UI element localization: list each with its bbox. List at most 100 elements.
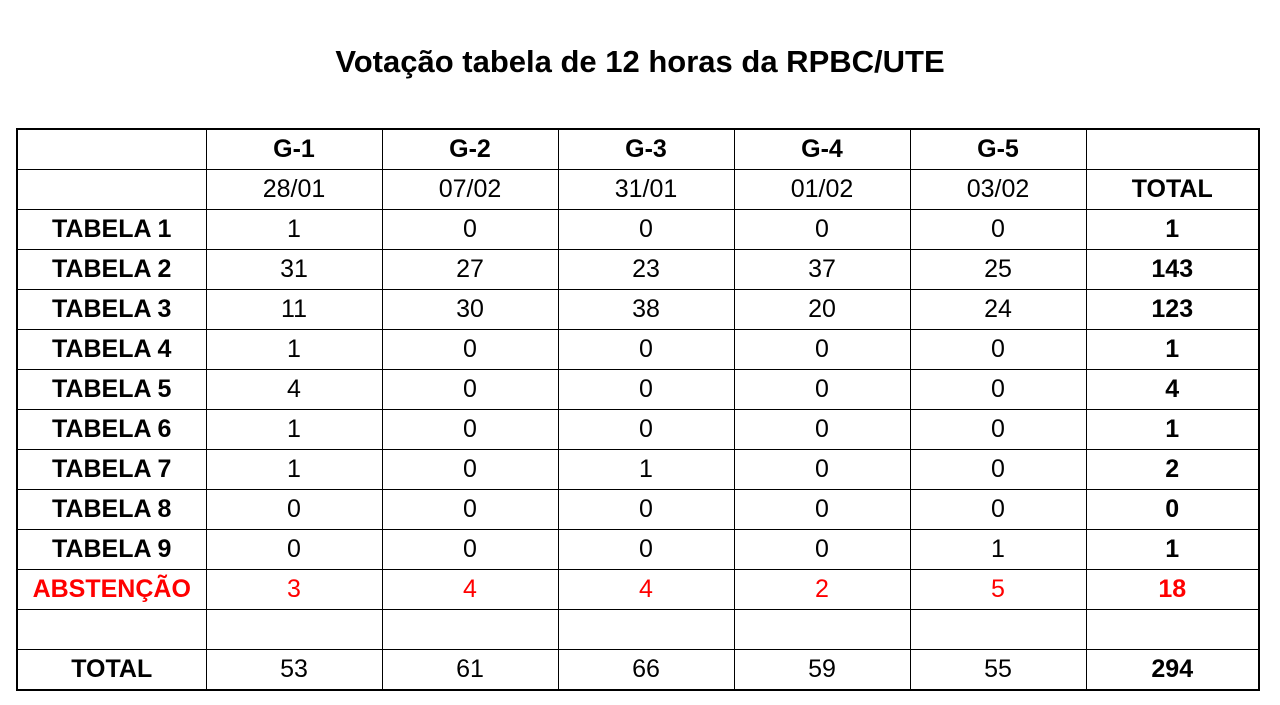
vote-cell: 66 [557, 649, 735, 691]
vote-cell: 31 [205, 249, 383, 290]
vote-cell: 0 [381, 449, 559, 490]
vote-cell: 2 [733, 569, 911, 610]
date-header-g2: 07/02 [381, 169, 559, 210]
vote-cell [381, 609, 559, 650]
date-header-g1: 28/01 [205, 169, 383, 210]
row-total-cell: 2 [1085, 449, 1260, 490]
date-header-g3: 31/01 [557, 169, 735, 210]
vote-cell: 0 [909, 329, 1087, 370]
table-row: TABELA 3 11 30 38 20 24 123 [16, 289, 1260, 330]
row-label: TABELA 8 [16, 489, 207, 530]
vote-cell: 0 [557, 369, 735, 410]
group-header-g2: G-2 [381, 128, 559, 170]
row-label: TABELA 2 [16, 249, 207, 290]
table-header: G-1 G-2 G-3 G-4 G-5 28/01 07/02 31/01 01… [16, 128, 1260, 210]
vote-cell: 23 [557, 249, 735, 290]
vote-cell: 24 [909, 289, 1087, 330]
date-header-row: 28/01 07/02 31/01 01/02 03/02 TOTAL [16, 169, 1260, 210]
row-label: TABELA 4 [16, 329, 207, 370]
vote-cell: 30 [381, 289, 559, 330]
vote-cell: 0 [557, 409, 735, 450]
table-body: TABELA 1 1 0 0 0 0 1 TABELA 2 31 27 23 37 25 143 TABEL… [16, 209, 1260, 691]
group-header-g4: G-4 [733, 128, 911, 170]
vote-cell: 0 [909, 369, 1087, 410]
vote-cell: 55 [909, 649, 1087, 691]
row-total-cell [1085, 609, 1260, 650]
vote-cell [909, 609, 1087, 650]
vote-cell: 0 [557, 529, 735, 570]
vote-cell [733, 609, 911, 650]
vote-cell: 0 [909, 449, 1087, 490]
vote-cell: 4 [205, 369, 383, 410]
group-header-empty [1085, 128, 1260, 170]
row-label: TOTAL [16, 649, 207, 691]
corner-cell [16, 128, 207, 170]
vote-cell: 1 [205, 409, 383, 450]
vote-cell: 0 [557, 329, 735, 370]
corner-cell [16, 169, 207, 210]
vote-cell [205, 609, 383, 650]
vote-cell: 0 [381, 369, 559, 410]
vote-cell: 0 [909, 409, 1087, 450]
table-row: TOTAL 53 61 66 59 55 294 [16, 649, 1260, 691]
date-header-g5: 03/02 [909, 169, 1087, 210]
vote-cell: 0 [733, 409, 911, 450]
vote-cell: 61 [381, 649, 559, 691]
vote-cell: 1 [205, 329, 383, 370]
vote-cell: 0 [557, 489, 735, 530]
vote-cell: 1 [205, 449, 383, 490]
vote-cell: 1 [557, 449, 735, 490]
vote-cell: 0 [733, 489, 911, 530]
row-total-cell: 0 [1085, 489, 1260, 530]
group-header-row: G-1 G-2 G-3 G-4 G-5 [16, 128, 1260, 170]
vote-cell: 0 [381, 489, 559, 530]
row-total-cell: 123 [1085, 289, 1260, 330]
row-label: ABSTENÇÃO [16, 569, 207, 610]
vote-cell: 27 [381, 249, 559, 290]
vote-cell: 4 [557, 569, 735, 610]
row-label: TABELA 5 [16, 369, 207, 410]
group-header-g3: G-3 [557, 128, 735, 170]
table-row [16, 609, 1260, 650]
vote-cell: 0 [733, 529, 911, 570]
vote-cell: 0 [909, 209, 1087, 250]
vote-cell: 53 [205, 649, 383, 691]
date-header-g4: 01/02 [733, 169, 911, 210]
page-title: Votação tabela de 12 horas da RPBC/UTE [335, 44, 945, 79]
row-label: TABELA 7 [16, 449, 207, 490]
row-total-cell: 143 [1085, 249, 1260, 290]
row-label: TABELA 9 [16, 529, 207, 570]
voting-table: G-1 G-2 G-3 G-4 G-5 28/01 07/02 31/01 01… [16, 128, 1260, 691]
row-total-cell: 1 [1085, 209, 1260, 250]
vote-cell: 59 [733, 649, 911, 691]
total-column-header: TOTAL [1085, 169, 1260, 210]
vote-cell: 0 [381, 329, 559, 370]
vote-cell: 38 [557, 289, 735, 330]
row-label: TABELA 1 [16, 209, 207, 250]
table-row: TABELA 2 31 27 23 37 25 143 [16, 249, 1260, 290]
vote-cell: 0 [205, 489, 383, 530]
row-total-cell: 4 [1085, 369, 1260, 410]
vote-cell: 0 [733, 449, 911, 490]
group-header-g1: G-1 [205, 128, 383, 170]
vote-cell: 0 [381, 409, 559, 450]
vote-cell: 4 [381, 569, 559, 610]
row-label: TABELA 3 [16, 289, 207, 330]
group-header-g5: G-5 [909, 128, 1087, 170]
row-total-cell: 1 [1085, 409, 1260, 450]
vote-cell: 0 [909, 489, 1087, 530]
row-label [16, 609, 207, 650]
vote-cell: 1 [205, 209, 383, 250]
table-row: ABSTENÇÃO 3 4 4 2 5 18 [16, 569, 1260, 610]
row-label: TABELA 6 [16, 409, 207, 450]
row-total-cell: 1 [1085, 329, 1260, 370]
vote-cell: 25 [909, 249, 1087, 290]
